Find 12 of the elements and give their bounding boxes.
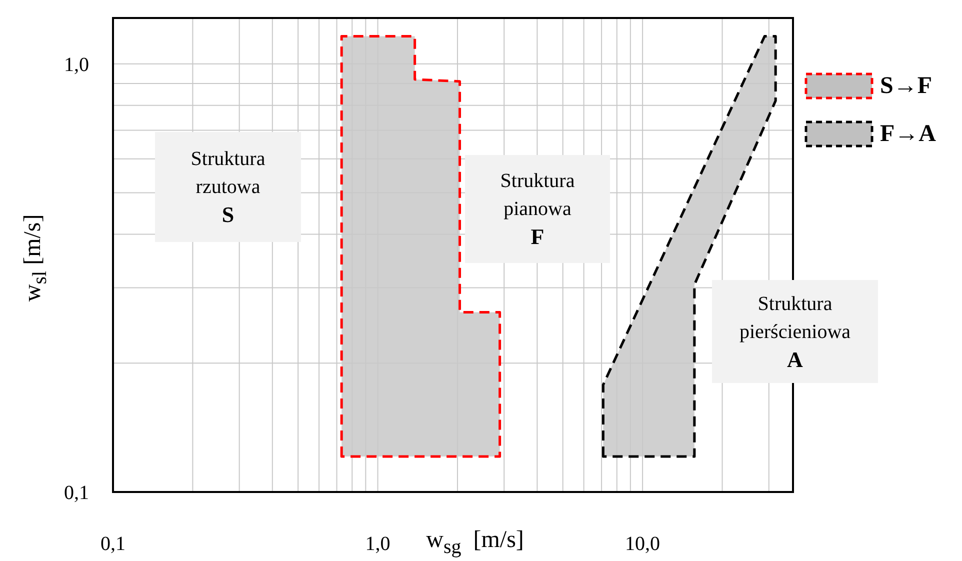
text-panel: Struktura rzutowa S <box>155 132 301 242</box>
x-tick-label: 0,1 <box>100 533 126 556</box>
x-tick-label: 10,0 <box>625 533 660 556</box>
text-panel: Struktura pierścieniowa A <box>712 280 878 383</box>
legend-label: S→F <box>880 72 932 100</box>
annotation: Struktura pianowa F <box>500 169 575 251</box>
annotation: Struktura rzutowa S <box>190 147 266 229</box>
annotation: Struktura pierścieniowa A <box>739 292 851 374</box>
legend-label: F→A <box>880 120 936 148</box>
text-panel: Struktura pianowa F <box>465 155 610 263</box>
x-axis-title: w$_{sg}$ [m/s] <box>426 527 524 558</box>
x-tick-label: 1,0 <box>365 533 390 556</box>
